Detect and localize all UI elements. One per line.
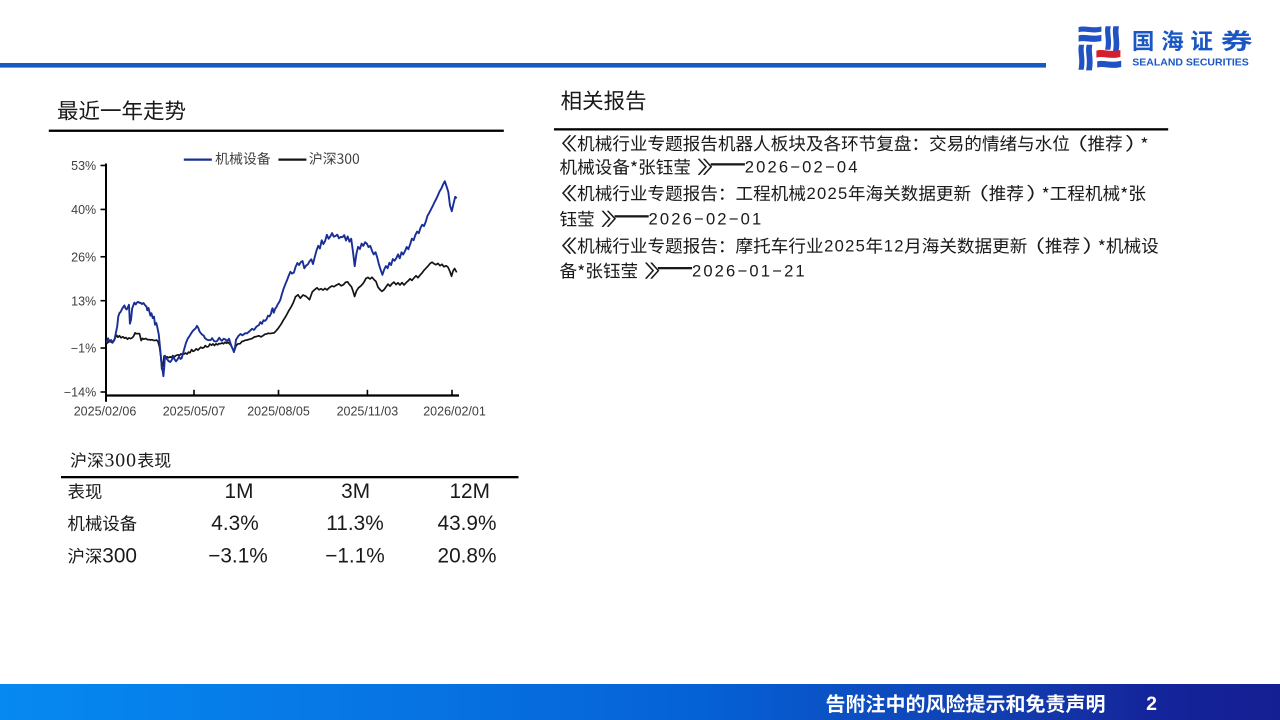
svg-text:−: −	[790, 158, 800, 177]
svg-text:20.8%: 20.8%	[438, 544, 497, 567]
svg-text:6: 6	[779, 158, 788, 177]
svg-text:2: 2	[717, 210, 726, 229]
svg-text:2: 2	[824, 237, 833, 256]
svg-text:2: 2	[715, 262, 724, 281]
svg-text:300: 300	[105, 450, 137, 472]
svg-text:1: 1	[761, 262, 770, 281]
svg-text:6: 6	[683, 210, 692, 229]
svg-text:26%: 26%	[71, 250, 96, 264]
svg-text:53%: 53%	[71, 159, 96, 173]
svg-text:6: 6	[726, 262, 735, 281]
svg-text:2025/11/03: 2025/11/03	[337, 404, 399, 418]
svg-text:2: 2	[845, 237, 854, 256]
svg-text:13%: 13%	[71, 294, 96, 308]
svg-text:2: 2	[745, 158, 754, 177]
svg-text:−: −	[737, 262, 747, 281]
svg-text:5: 5	[856, 237, 865, 256]
svg-text:0: 0	[703, 262, 712, 281]
svg-text:SEALAND SECURITIES: SEALAND SECURITIES	[1132, 56, 1249, 68]
svg-text:−: −	[825, 158, 835, 177]
svg-text:0: 0	[749, 262, 758, 281]
svg-text:300: 300	[102, 544, 137, 567]
svg-text:2: 2	[767, 158, 776, 177]
svg-text:1M: 1M	[225, 480, 254, 503]
svg-text:−14%: −14%	[64, 386, 96, 400]
svg-text:2025/05/07: 2025/05/07	[163, 404, 226, 418]
svg-text:5: 5	[838, 184, 847, 203]
svg-text:2: 2	[649, 210, 658, 229]
svg-text:−3.1%: −3.1%	[208, 544, 268, 567]
svg-text:2: 2	[814, 158, 823, 177]
svg-text:0: 0	[756, 158, 765, 177]
svg-text:0: 0	[817, 184, 826, 203]
svg-text:2026/02/01: 2026/02/01	[423, 404, 486, 418]
svg-text:1: 1	[795, 262, 804, 281]
svg-text:−1%: −1%	[71, 342, 96, 356]
svg-text:1: 1	[752, 210, 761, 229]
svg-text:12M: 12M	[449, 480, 489, 503]
svg-text:2: 2	[828, 184, 837, 203]
svg-text:−1.1%: −1.1%	[325, 544, 385, 567]
svg-text:40%: 40%	[71, 203, 96, 217]
svg-text:2025/08/05: 2025/08/05	[247, 404, 310, 418]
svg-text:2: 2	[1146, 693, 1157, 715]
svg-text:2025/02/06: 2025/02/06	[74, 404, 137, 418]
svg-text:−: −	[694, 210, 704, 229]
svg-text:43.9%: 43.9%	[438, 512, 497, 535]
svg-text:2: 2	[671, 210, 680, 229]
svg-text:0: 0	[741, 210, 750, 229]
svg-text:−: −	[772, 262, 782, 281]
svg-text:0: 0	[660, 210, 669, 229]
svg-text:4.3%: 4.3%	[211, 512, 258, 535]
svg-text:2: 2	[784, 262, 793, 281]
svg-text:0: 0	[802, 158, 811, 177]
svg-text:1: 1	[884, 237, 893, 256]
svg-text:2: 2	[894, 237, 903, 256]
svg-text:−: −	[729, 210, 739, 229]
svg-text:0: 0	[706, 210, 715, 229]
svg-text:0: 0	[837, 158, 846, 177]
svg-text:0: 0	[835, 237, 844, 256]
svg-text:2: 2	[807, 184, 816, 203]
svg-text:4: 4	[848, 158, 857, 177]
svg-text:3M: 3M	[341, 480, 370, 503]
svg-text:11.3%: 11.3%	[326, 512, 383, 535]
svg-text:2: 2	[692, 262, 701, 281]
